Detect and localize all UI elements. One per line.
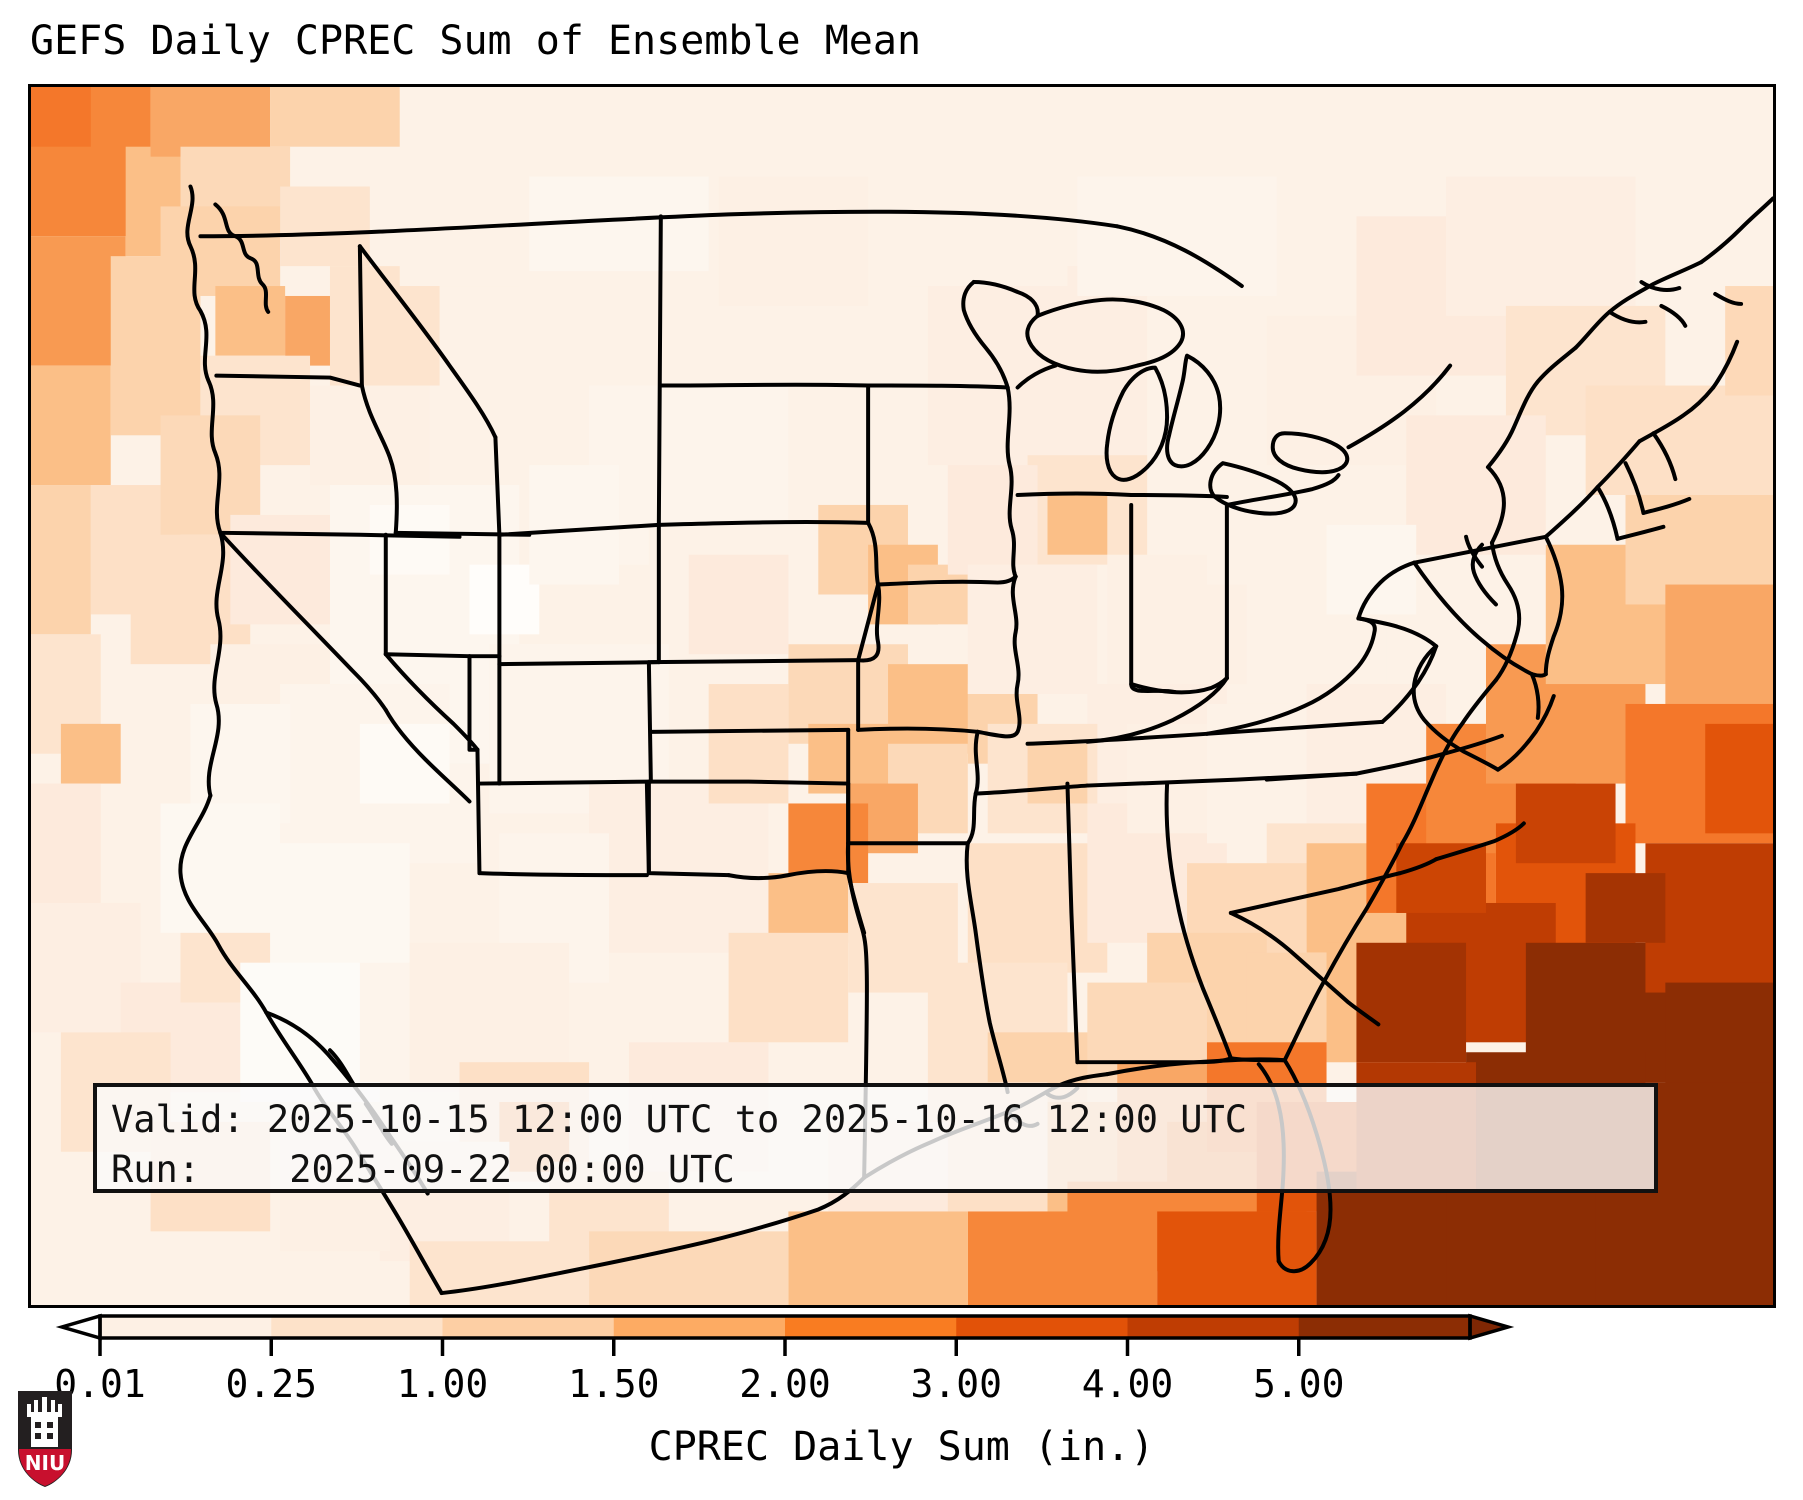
niu-shield-logo: NIU (18, 1391, 72, 1487)
colorbar-ticks (98, 1338, 1301, 1356)
info-box: Valid: 2025-10-15 12:00 UTC to 2025-10-1… (93, 1083, 1658, 1193)
colorbar-tick-label: 5.00 (1252, 1362, 1345, 1406)
colorbar-extend-max (1468, 1313, 1515, 1341)
info-valid-line: Valid: 2025-10-15 12:00 UTC to 2025-10-1… (111, 1098, 1248, 1141)
colorbar-tick-label: 1.00 (396, 1362, 489, 1406)
colorbar-segment (1298, 1316, 1471, 1338)
map-borders (178, 184, 1773, 1296)
colorbar-cells (55, 1313, 1515, 1341)
info-run-line: Run: 2025-09-22 00:00 UTC (111, 1148, 735, 1191)
page-title: GEFS Daily CPREC Sum of Ensemble Mean (30, 18, 922, 64)
colorbar-segment (613, 1316, 786, 1338)
colorbar-tick-label: 0.25 (225, 1362, 318, 1406)
colorbar-segment (785, 1316, 957, 1338)
colorbar-segment (1127, 1316, 1300, 1338)
colorbar-segment (271, 1316, 444, 1338)
colorbar-svg (55, 1313, 1515, 1356)
castle-windows-icon (35, 1422, 53, 1439)
colorbar-segment (100, 1316, 272, 1338)
colorbar-extend-min (55, 1313, 102, 1341)
castle-icon (27, 1397, 62, 1447)
colorbar-segment (442, 1316, 615, 1338)
colorbar-segment (956, 1316, 1129, 1338)
shield-red-band (19, 1449, 71, 1486)
colorbar-axis-title: CPREC Daily Sum (in.) (648, 1424, 1155, 1470)
colorbar (0, 1310, 1803, 1370)
colorbar-tick-label: 4.00 (1081, 1362, 1174, 1406)
colorbar-tick-labels: 0.01 0.25 1.00 1.50 2.00 3.00 4.00 5.00 (0, 1362, 1803, 1412)
niu-logo-text: NIU (25, 1451, 65, 1475)
colorbar-tick-label: 2.00 (739, 1362, 831, 1406)
colorbar-tick-label: 3.00 (910, 1362, 1003, 1406)
colorbar-tick-label: 1.50 (567, 1362, 660, 1406)
map-panel: Valid: 2025-10-15 12:00 UTC to 2025-10-1… (28, 84, 1776, 1308)
